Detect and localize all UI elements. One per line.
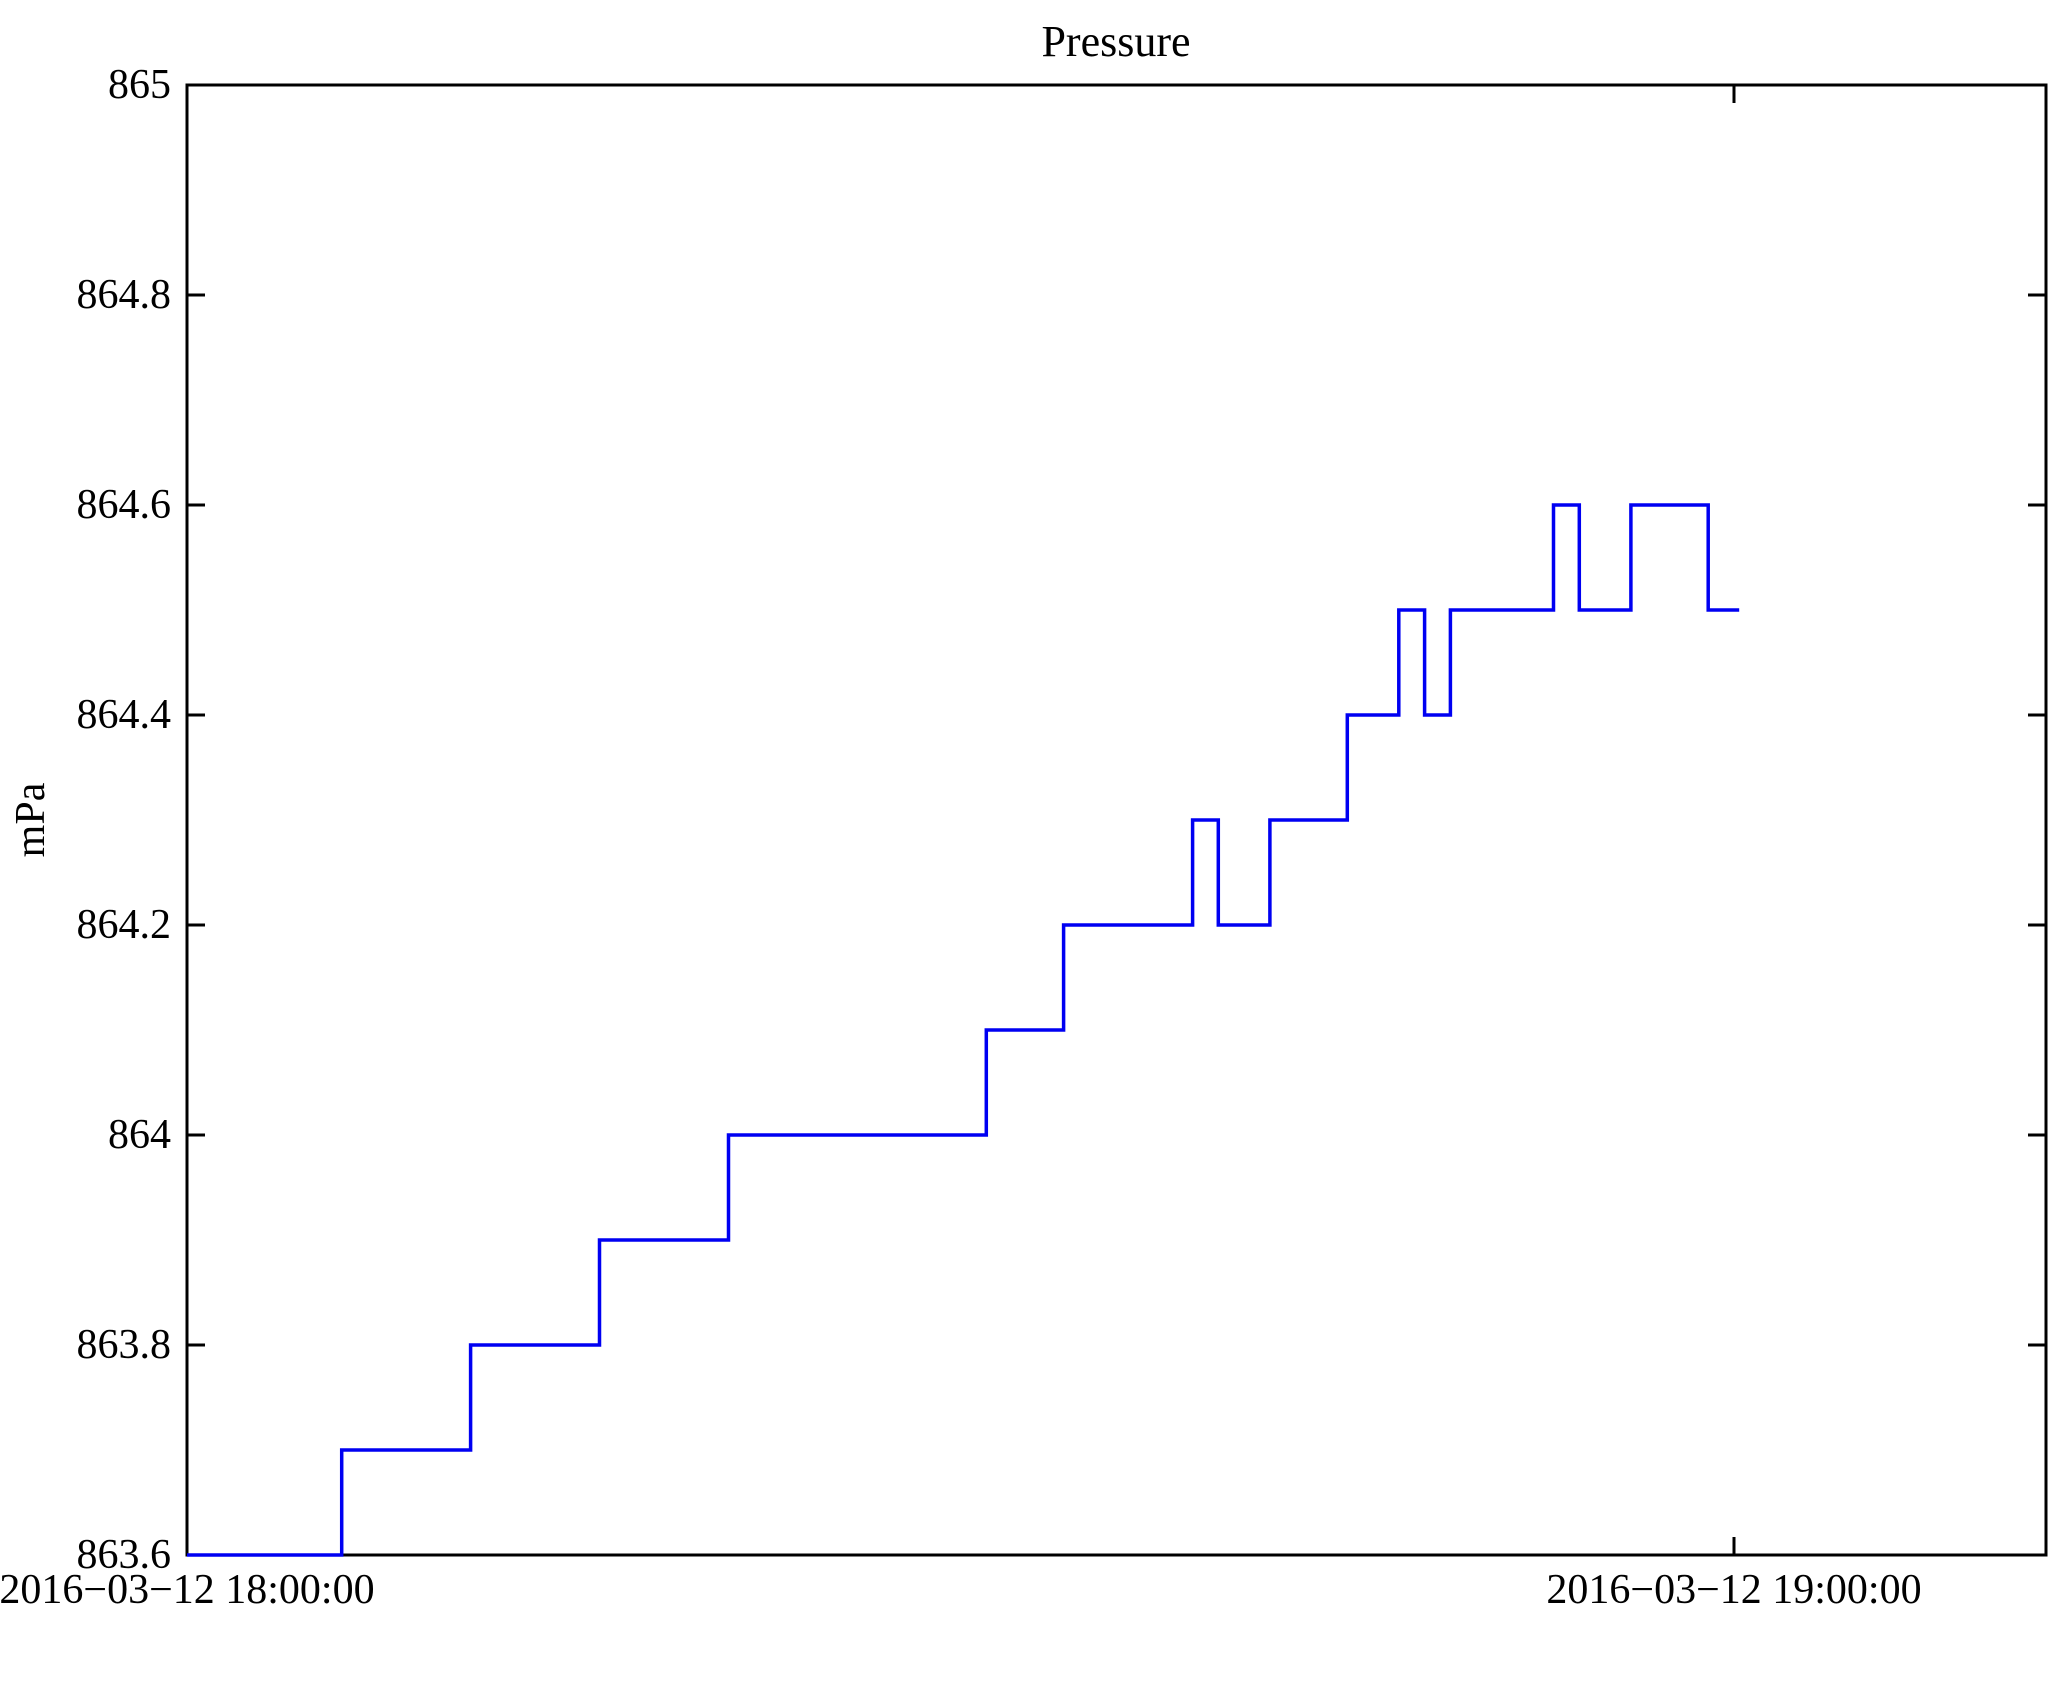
- chart-title: Pressure: [1041, 17, 1190, 66]
- y-tick-label: 864.2: [77, 902, 172, 948]
- y-tick-label: 864.4: [77, 692, 172, 738]
- y-tick-label: 863.6: [77, 1532, 172, 1578]
- pressure-series-line: [187, 503, 1740, 1557]
- y-tick-label: 864.6: [77, 482, 172, 528]
- y-tick-label: 864.8: [77, 272, 172, 318]
- y-tick-label: 863.8: [77, 1322, 172, 1368]
- x-tick-label: 2016−03−12 19:00:00: [1546, 1567, 1921, 1613]
- y-tick-label: 865: [108, 62, 171, 108]
- y-tick-label: 864: [108, 1112, 171, 1158]
- x-axis-ticks: 2016−03−12 18:00:00 2016−03−12 19:00:00: [0, 85, 1922, 1613]
- y-axis-label: mPa: [8, 782, 54, 857]
- plot-area: 863.6863.8864864.2864.4864.6864.88652016…: [0, 62, 2048, 1613]
- y-axis-ticks: 863.6 863.8 864 864.2 864.4 864.6 864.8 865: [77, 62, 2046, 1578]
- x-tick-label: 2016−03−12 18:00:00: [0, 1567, 375, 1613]
- plot-border: [185, 83, 2048, 1557]
